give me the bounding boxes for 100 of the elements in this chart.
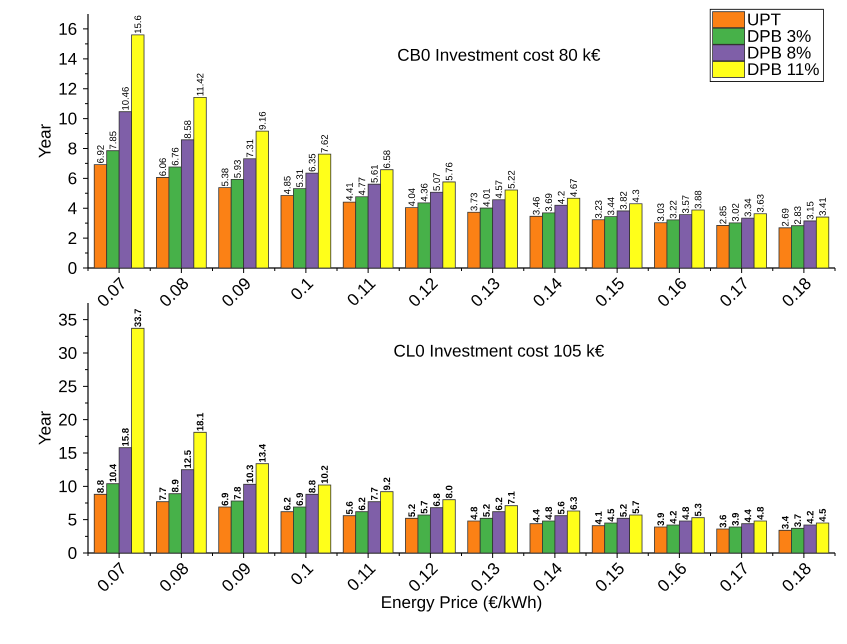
- data-label: 4.67: [570, 179, 577, 197]
- bar: [803, 220, 817, 268]
- x-tick-label: 0.08: [160, 278, 188, 306]
- x-tick-label: 0.1: [291, 278, 314, 300]
- bar: [504, 505, 518, 553]
- y-tick-label: 30: [58, 346, 76, 360]
- bar: [293, 188, 306, 268]
- data-label: 5.76: [446, 162, 452, 180]
- bar: [492, 511, 506, 553]
- bar: [193, 96, 207, 268]
- bar: [616, 518, 630, 553]
- data-label: 5.6: [346, 502, 353, 514]
- data-label: 3.82: [620, 192, 627, 210]
- bar: [442, 499, 456, 553]
- bar: [492, 199, 506, 268]
- bar: [616, 210, 630, 268]
- y-tick-label: 12: [60, 82, 76, 95]
- bar: [442, 182, 456, 268]
- bar: [716, 225, 730, 268]
- data-label: 8.8: [308, 480, 316, 493]
- bar: [405, 207, 418, 268]
- data-label: 33.7: [134, 309, 142, 327]
- legend-label: UPT: [748, 14, 781, 26]
- data-label: 3.15: [806, 202, 814, 220]
- bar: [791, 225, 804, 268]
- x-tick-label: 0.11: [348, 564, 376, 590]
- data-label: 5.7: [632, 501, 640, 514]
- data-label: 6.8: [433, 494, 440, 506]
- data-label: 4.8: [682, 506, 689, 520]
- legend-label: DPB 3%: [748, 30, 811, 42]
- data-label: 4.8: [470, 506, 478, 520]
- data-label: 7.85: [110, 131, 116, 150]
- data-label: 5.2: [483, 504, 490, 517]
- x-tick-label: 0.14: [534, 278, 562, 306]
- data-label: 4.36: [420, 184, 428, 202]
- bar: [380, 169, 394, 268]
- bar: [592, 219, 606, 268]
- data-label: 8.58: [184, 120, 191, 138]
- x-axis-title: Energy Price (€/kWh): [382, 596, 542, 612]
- data-label: 10.3: [246, 464, 254, 483]
- bar: [691, 517, 705, 553]
- y-tick-label: 6: [68, 172, 76, 184]
- data-label: 6.2: [358, 498, 366, 510]
- data-label: 5.61: [370, 164, 378, 183]
- data-label: 4.2: [806, 510, 814, 524]
- data-label: 6.3: [570, 496, 577, 510]
- data-label: 8.9: [172, 480, 179, 492]
- x-tick-label: 0.13: [471, 563, 500, 591]
- bar: [691, 210, 705, 268]
- data-label: 5.2: [620, 504, 627, 517]
- bar: [654, 222, 668, 268]
- bar: [305, 172, 319, 268]
- data-label: 7.8: [234, 486, 241, 500]
- bar: [629, 514, 642, 553]
- bar: [741, 218, 754, 268]
- data-label: 10.2: [321, 466, 328, 484]
- bar: [355, 511, 369, 553]
- data-label: 5.38: [222, 168, 228, 186]
- data-label: 8.0: [446, 486, 452, 498]
- data-label: 6.9: [296, 492, 304, 506]
- bar: [530, 523, 543, 553]
- bar: [131, 34, 144, 268]
- x-tick-label: 0.11: [348, 278, 376, 305]
- bar: [566, 510, 580, 553]
- data-label: 3.57: [682, 195, 689, 214]
- y-axis-title: Year: [38, 411, 51, 445]
- bar: [131, 328, 144, 553]
- data-label: 4.2: [670, 510, 676, 524]
- bar: [94, 164, 108, 268]
- x-tick-label: 0.18: [782, 563, 811, 591]
- bar: [405, 518, 418, 553]
- data-label: 4.4: [532, 509, 540, 522]
- data-label: 4.01: [483, 188, 490, 207]
- bar: [629, 203, 642, 268]
- bar: [180, 469, 194, 553]
- data-label: 4.5: [819, 508, 826, 522]
- bar: [293, 506, 306, 553]
- data-label: 7.7: [371, 488, 378, 500]
- y-tick-label: 5: [68, 514, 76, 526]
- x-tick-label: 0.18: [782, 278, 811, 306]
- data-label: 18.1: [196, 412, 204, 431]
- bar: [218, 187, 232, 268]
- data-label: 4.3: [632, 190, 640, 202]
- data-label: 3.23: [595, 200, 602, 218]
- y-axis-title: Year: [38, 124, 51, 158]
- bar: [741, 523, 754, 553]
- y-tick-label: 10: [60, 480, 76, 492]
- bar: [318, 484, 332, 553]
- data-label: 3.02: [732, 204, 739, 222]
- x-tick-label: 0.08: [160, 563, 188, 591]
- data-label: 5.22: [508, 170, 515, 188]
- data-label: 4.4: [744, 509, 752, 522]
- data-label: 6.58: [383, 150, 390, 168]
- data-label: 3.46: [532, 197, 540, 215]
- bar: [243, 158, 256, 268]
- bar: [256, 130, 269, 268]
- bar: [118, 111, 132, 268]
- legend-label: DPB 8%: [748, 46, 811, 59]
- x-tick-label: 0.16: [658, 563, 686, 591]
- bar: [728, 222, 742, 268]
